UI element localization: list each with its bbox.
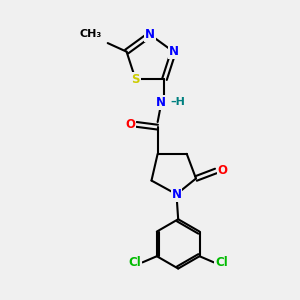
- Text: N: N: [172, 188, 182, 201]
- Text: CH₃: CH₃: [79, 29, 102, 39]
- Text: O: O: [125, 118, 135, 131]
- Text: N: N: [155, 96, 165, 109]
- Text: Cl: Cl: [215, 256, 228, 269]
- Text: –H: –H: [170, 98, 185, 107]
- Text: S: S: [131, 73, 140, 86]
- Text: N: N: [145, 28, 155, 41]
- Text: O: O: [218, 164, 228, 178]
- Text: N: N: [168, 45, 178, 58]
- Text: Cl: Cl: [128, 256, 141, 269]
